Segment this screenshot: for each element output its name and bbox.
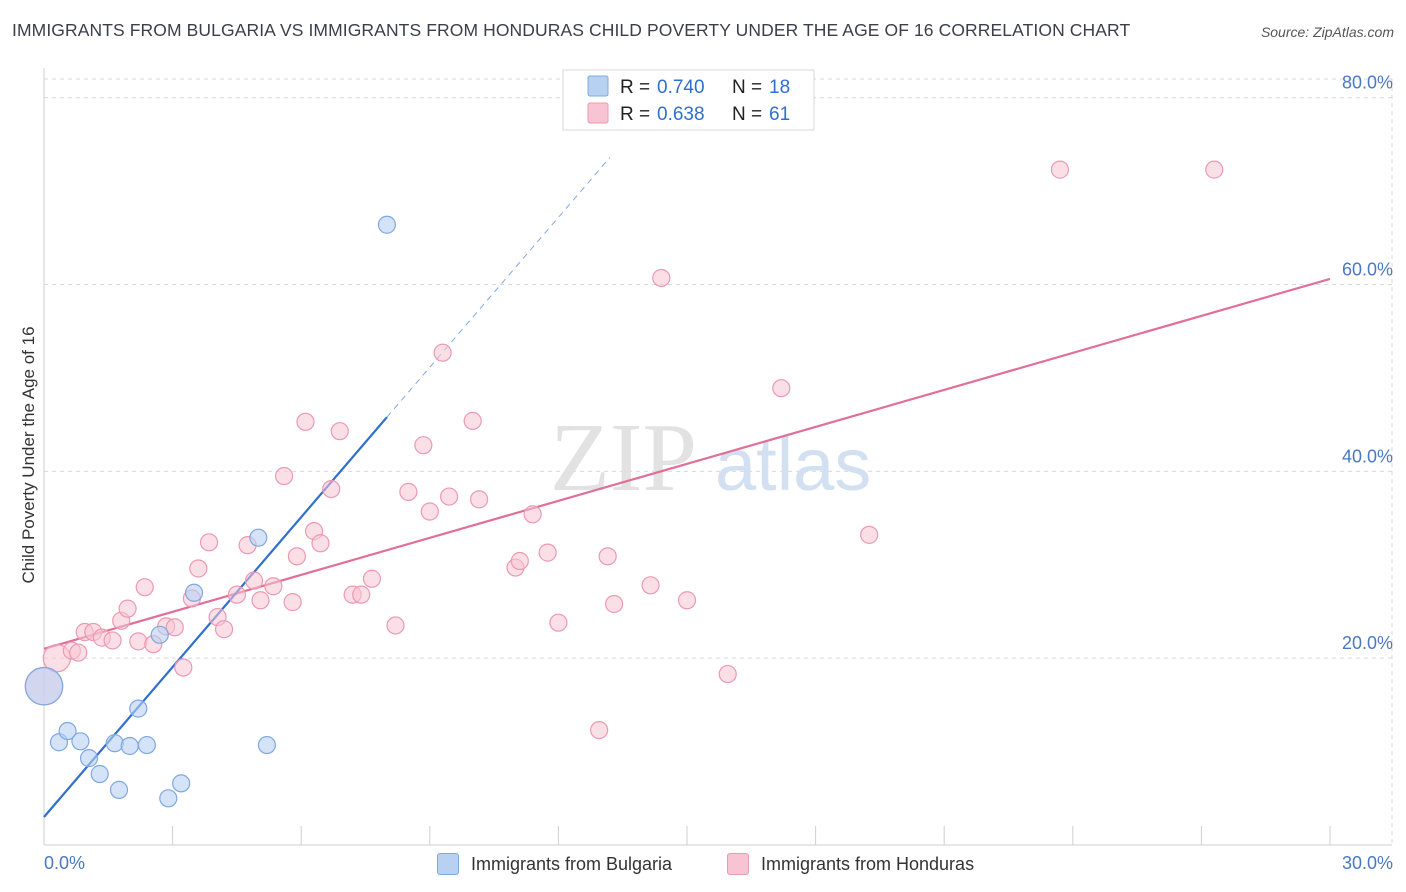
bulgaria-point	[109, 780, 129, 799]
bulgaria-point	[120, 736, 139, 756]
bulgaria-point	[184, 583, 204, 602]
axis-layer	[43, 68, 1392, 846]
legend-n-value-honduras: 61	[769, 104, 790, 125]
bulgaria-point	[377, 215, 397, 234]
honduras-point	[677, 591, 697, 610]
honduras-point	[590, 720, 609, 740]
honduras-point	[1205, 160, 1224, 179]
bulgaria-point	[71, 732, 90, 751]
honduras-point	[469, 490, 489, 509]
bulgaria-point	[150, 625, 169, 644]
watermark-zip: ZIP	[550, 404, 697, 512]
honduras-point	[414, 436, 433, 455]
y-tick-label: 40.0%	[1342, 446, 1393, 466]
honduras-point	[322, 479, 341, 499]
honduras-point	[641, 576, 660, 595]
honduras-point	[598, 547, 617, 566]
bulgaria-point	[257, 735, 277, 755]
honduras-point	[264, 577, 283, 596]
bulgaria-point	[105, 734, 124, 753]
honduras-point	[244, 571, 264, 590]
honduras-point	[362, 569, 382, 588]
honduras-point	[135, 578, 154, 597]
bulgaria-point	[79, 749, 99, 768]
honduras-point	[605, 594, 624, 614]
bottom-legend-label-bulgaria: Immigrants from Bulgaria	[471, 853, 673, 874]
honduras-point	[420, 502, 439, 521]
honduras-point	[251, 591, 270, 610]
bulgaria-point	[58, 721, 77, 741]
x-tick-label: 30.0%	[1342, 853, 1393, 873]
points-layer	[24, 160, 1224, 808]
honduras-point	[772, 379, 791, 398]
honduras-point	[274, 466, 294, 486]
bulgaria-point	[90, 764, 109, 784]
honduras-point	[538, 543, 557, 562]
y-tick-label: 20.0%	[1342, 633, 1393, 653]
honduras-point	[549, 613, 568, 632]
legend-r-label-bulgaria: R =	[620, 77, 650, 98]
honduras-point	[463, 411, 482, 430]
bottom-legend-label-honduras: Immigrants from Honduras	[761, 853, 975, 874]
bulgaria-point	[249, 528, 268, 547]
honduras-point	[439, 487, 459, 506]
honduras-point	[199, 533, 219, 552]
x-tick-label: 0.0%	[44, 853, 85, 873]
chart-source: Source: ZipAtlas.com	[1260, 24, 1394, 40]
legend-n-value-bulgaria: 18	[769, 77, 790, 98]
tick-labels: 20.0% 40.0% 60.0% 80.0% 0.0% 30.0%	[44, 73, 1393, 873]
bulgaria-point	[129, 699, 148, 718]
legend-r-value-honduras: 0.638	[657, 104, 705, 125]
honduras-point	[860, 525, 879, 544]
honduras-point	[652, 268, 671, 288]
bulgaria-point	[137, 735, 156, 755]
honduras-point	[69, 643, 88, 662]
bottom-legend-bulgaria: Immigrants from Bulgaria	[437, 851, 672, 877]
honduras-point	[165, 618, 184, 637]
bulgaria-trend-extension	[386, 157, 611, 418]
honduras-point	[718, 664, 737, 684]
legend-swatch-honduras	[587, 102, 609, 124]
honduras-point	[214, 620, 234, 639]
legend-r-label-honduras: R =	[620, 104, 650, 125]
legend-r-value-bulgaria: 0.740	[657, 77, 705, 98]
honduras-point	[523, 505, 542, 524]
y-tick-label: 60.0%	[1342, 260, 1393, 280]
y-tick-label: 80.0%	[1342, 73, 1393, 93]
bottom-legend-honduras: Immigrants from Honduras	[727, 851, 974, 877]
honduras-point	[287, 547, 307, 566]
honduras-point	[189, 559, 208, 578]
honduras-point	[103, 631, 122, 650]
honduras-point	[174, 658, 193, 677]
legend-swatch-bulgaria	[587, 75, 609, 97]
bulgaria-point	[159, 789, 178, 808]
honduras-point	[296, 412, 315, 431]
chart-title: IMMIGRANTS FROM BULGARIA VS IMMIGRANTS F…	[12, 20, 1131, 40]
bottom-legend-swatch-bulgaria	[437, 853, 459, 875]
honduras-point	[399, 482, 418, 501]
honduras-point	[510, 551, 529, 571]
legend-n-label-honduras: N =	[732, 104, 762, 125]
honduras-point	[352, 585, 371, 604]
honduras-point	[227, 585, 246, 604]
honduras-point	[1050, 160, 1070, 179]
bottom-legend-swatch-honduras	[727, 853, 749, 875]
honduras-point	[433, 343, 452, 362]
honduras-point	[386, 616, 405, 635]
bulgaria-point	[24, 666, 64, 706]
honduras-point	[118, 599, 137, 618]
bulgaria-point	[172, 774, 191, 793]
legend-n-label-bulgaria: N =	[732, 77, 762, 98]
honduras-point	[129, 632, 148, 651]
watermark-atlas: atlas	[715, 423, 871, 506]
y-axis-title: Child Poverty Under the Age of 16	[19, 326, 38, 583]
honduras-point	[311, 534, 330, 553]
honduras-point	[283, 593, 302, 612]
honduras-point	[330, 422, 349, 441]
stats-legend: R = 0.740 N = 18 R = 0.638 N = 61	[562, 69, 815, 131]
watermark: ZIP atlas	[550, 404, 871, 512]
